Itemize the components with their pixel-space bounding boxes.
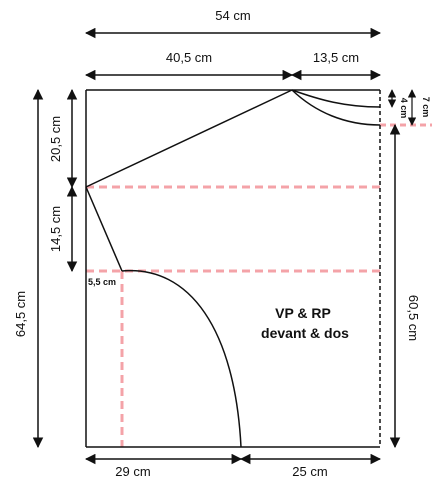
bottom-dimensions: 29 cm 25 cm (84, 453, 382, 479)
right-lower-label: 60,5 cm (406, 295, 421, 341)
right-small-dimensions: 7 cm 4 cm (387, 89, 431, 126)
left-upper-label: 20,5 cm (48, 116, 63, 162)
left-dimensions: 20,5 cm 14,5 cm 64,5 cm (13, 88, 78, 449)
total-width-label: 54 cm (215, 8, 250, 23)
bottom-right-label: 25 cm (292, 464, 327, 479)
center-label: VP & RP devant & dos (261, 305, 349, 341)
pattern-outline (85, 89, 381, 448)
right-top-width-label: 13,5 cm (313, 50, 359, 65)
center-label-line-1: VP & RP (275, 305, 331, 321)
left-middle-label: 14,5 cm (48, 206, 63, 252)
neck-curve-upper (291, 89, 381, 108)
right-tall-dimension: 60,5 cm (389, 123, 421, 449)
left-total-label: 64,5 cm (13, 291, 28, 337)
guide-lines (86, 123, 432, 447)
small-offset-label: 5,5 cm (88, 277, 116, 287)
right-4-label: 4 cm (399, 98, 409, 119)
shoulder-line (85, 89, 293, 188)
neck-curve-lower (291, 89, 381, 126)
side-curve (121, 269, 242, 448)
center-label-line-2: devant & dos (261, 325, 349, 341)
bottom-left-label: 29 cm (115, 464, 150, 479)
left-top-width-label: 40,5 cm (166, 50, 212, 65)
right-7-label: 7 cm (421, 97, 431, 118)
top-dimensions: 54 cm 40,5 cm 13,5 cm (84, 8, 382, 81)
armhole-line (85, 186, 123, 272)
